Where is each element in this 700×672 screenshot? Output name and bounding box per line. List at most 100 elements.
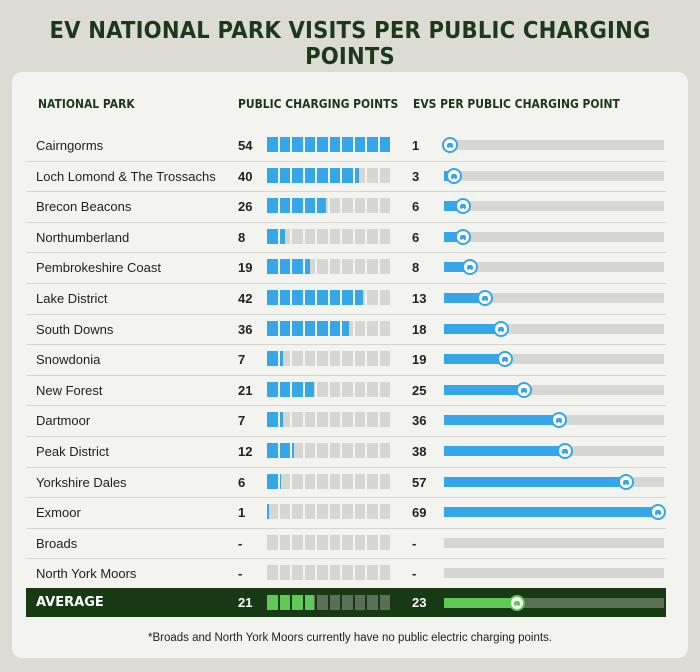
charging-segment <box>367 290 378 305</box>
evs-track <box>444 537 664 548</box>
charging-segment-fill <box>279 198 290 214</box>
charging-segment <box>267 534 278 550</box>
charging-segment-fill <box>342 290 353 305</box>
charging-segment <box>354 595 365 610</box>
charging-segment <box>267 595 278 610</box>
charging-segment <box>379 412 390 428</box>
charging-segment <box>267 412 278 428</box>
park-name: Northumberland <box>36 229 130 245</box>
charging-segment <box>279 167 290 183</box>
charging-segment-fill <box>267 412 278 428</box>
charging-segment <box>292 259 303 275</box>
park-name: Dartmoor <box>36 413 91 429</box>
charging-segment-fill <box>304 290 315 305</box>
charging-segment <box>354 534 365 550</box>
car-icon <box>455 228 472 245</box>
charging-segment <box>317 595 328 610</box>
charging-segment-fill <box>342 320 349 336</box>
evs-value: - <box>412 535 417 551</box>
charging-segment <box>367 228 378 244</box>
car-icon <box>442 137 458 153</box>
charging-segment <box>342 381 353 397</box>
charging-segment-fill <box>279 259 290 275</box>
chargers-value: 12 <box>238 444 253 459</box>
charging-segment <box>317 228 328 244</box>
evs-bar <box>444 293 486 303</box>
charging-segment <box>354 412 365 428</box>
park-name: Exmoor <box>36 505 81 521</box>
charging-segment <box>267 259 278 275</box>
charging-segment-fill <box>279 412 283 428</box>
evs-bar <box>444 323 502 334</box>
chargers-value: 54 <box>238 138 253 153</box>
charging-segment <box>329 595 340 610</box>
footnote: *Broads and North York Moors currently h… <box>148 632 552 644</box>
charging-segment <box>267 443 278 458</box>
charging-segment <box>379 534 390 550</box>
charging-segment <box>279 504 290 520</box>
park-name: Lake District <box>36 291 108 306</box>
charging-segment-fill <box>279 381 290 397</box>
charging-segment-fill <box>329 167 340 183</box>
table-row: Loch Lomond & The Trossachs 40 3 <box>26 161 666 193</box>
park-name: New Forest <box>36 382 103 398</box>
charging-segment-fill <box>329 320 340 336</box>
charging-segment <box>329 320 340 336</box>
park-name: Brecon Beacons <box>36 199 132 215</box>
charging-segment <box>379 167 390 183</box>
evs-track <box>442 137 664 153</box>
charging-segment-fill <box>317 198 326 214</box>
evs-track <box>444 167 664 184</box>
charging-segment <box>317 259 328 275</box>
table-row: Dartmoor 7 36 <box>26 405 666 437</box>
charging-segment <box>329 504 340 520</box>
charging-segment <box>342 443 353 458</box>
charging-segment-fill <box>279 137 290 152</box>
charging-segment-fill <box>267 167 278 183</box>
evs-track <box>444 568 664 579</box>
charging-segment <box>304 534 315 550</box>
charging-segment <box>267 167 278 183</box>
charging-segment <box>354 290 365 305</box>
charging-segment <box>342 259 353 275</box>
charging-segment <box>317 198 328 214</box>
evs-track <box>444 320 664 337</box>
charging-segment <box>317 167 328 183</box>
charging-segment-fill <box>279 320 290 336</box>
charging-segment <box>342 228 353 244</box>
charging-segment <box>304 320 315 336</box>
evs-track <box>444 504 666 521</box>
charging-segment <box>292 473 303 489</box>
evs-value: - <box>412 566 417 582</box>
charging-segment-fill <box>354 137 365 152</box>
charging-segment <box>342 595 353 610</box>
charging-segment <box>367 381 378 397</box>
charging-segment <box>342 412 353 428</box>
charging-segment <box>367 534 378 550</box>
charging-segment <box>292 320 303 336</box>
car-icon <box>550 412 567 429</box>
charging-segment <box>279 381 290 397</box>
header-evs-per-charging-point: EVS PER PUBLIC CHARGING POINT <box>413 96 620 111</box>
charging-segment <box>317 320 328 336</box>
charging-segment <box>379 228 390 244</box>
charging-segment-fill <box>329 137 340 152</box>
evs-value: 8 <box>412 260 420 276</box>
charging-segment <box>279 534 290 550</box>
charging-segment <box>367 412 378 428</box>
car-icon <box>445 167 462 184</box>
charging-segment <box>342 137 353 152</box>
table-row: Cairngorms 54 1 <box>26 130 666 162</box>
charging-segment-fill <box>304 320 315 336</box>
charging-segment <box>304 381 315 397</box>
charging-segment-fill <box>292 259 303 275</box>
charging-segment <box>279 351 290 367</box>
charging-segment <box>379 259 390 275</box>
charging-segment <box>367 320 378 336</box>
charging-segment <box>367 167 378 183</box>
charging-segment <box>354 167 365 183</box>
charging-segment <box>279 595 290 610</box>
table-row: Broads - - <box>26 528 666 560</box>
charging-segment <box>304 228 315 244</box>
evs-bar <box>444 384 524 395</box>
